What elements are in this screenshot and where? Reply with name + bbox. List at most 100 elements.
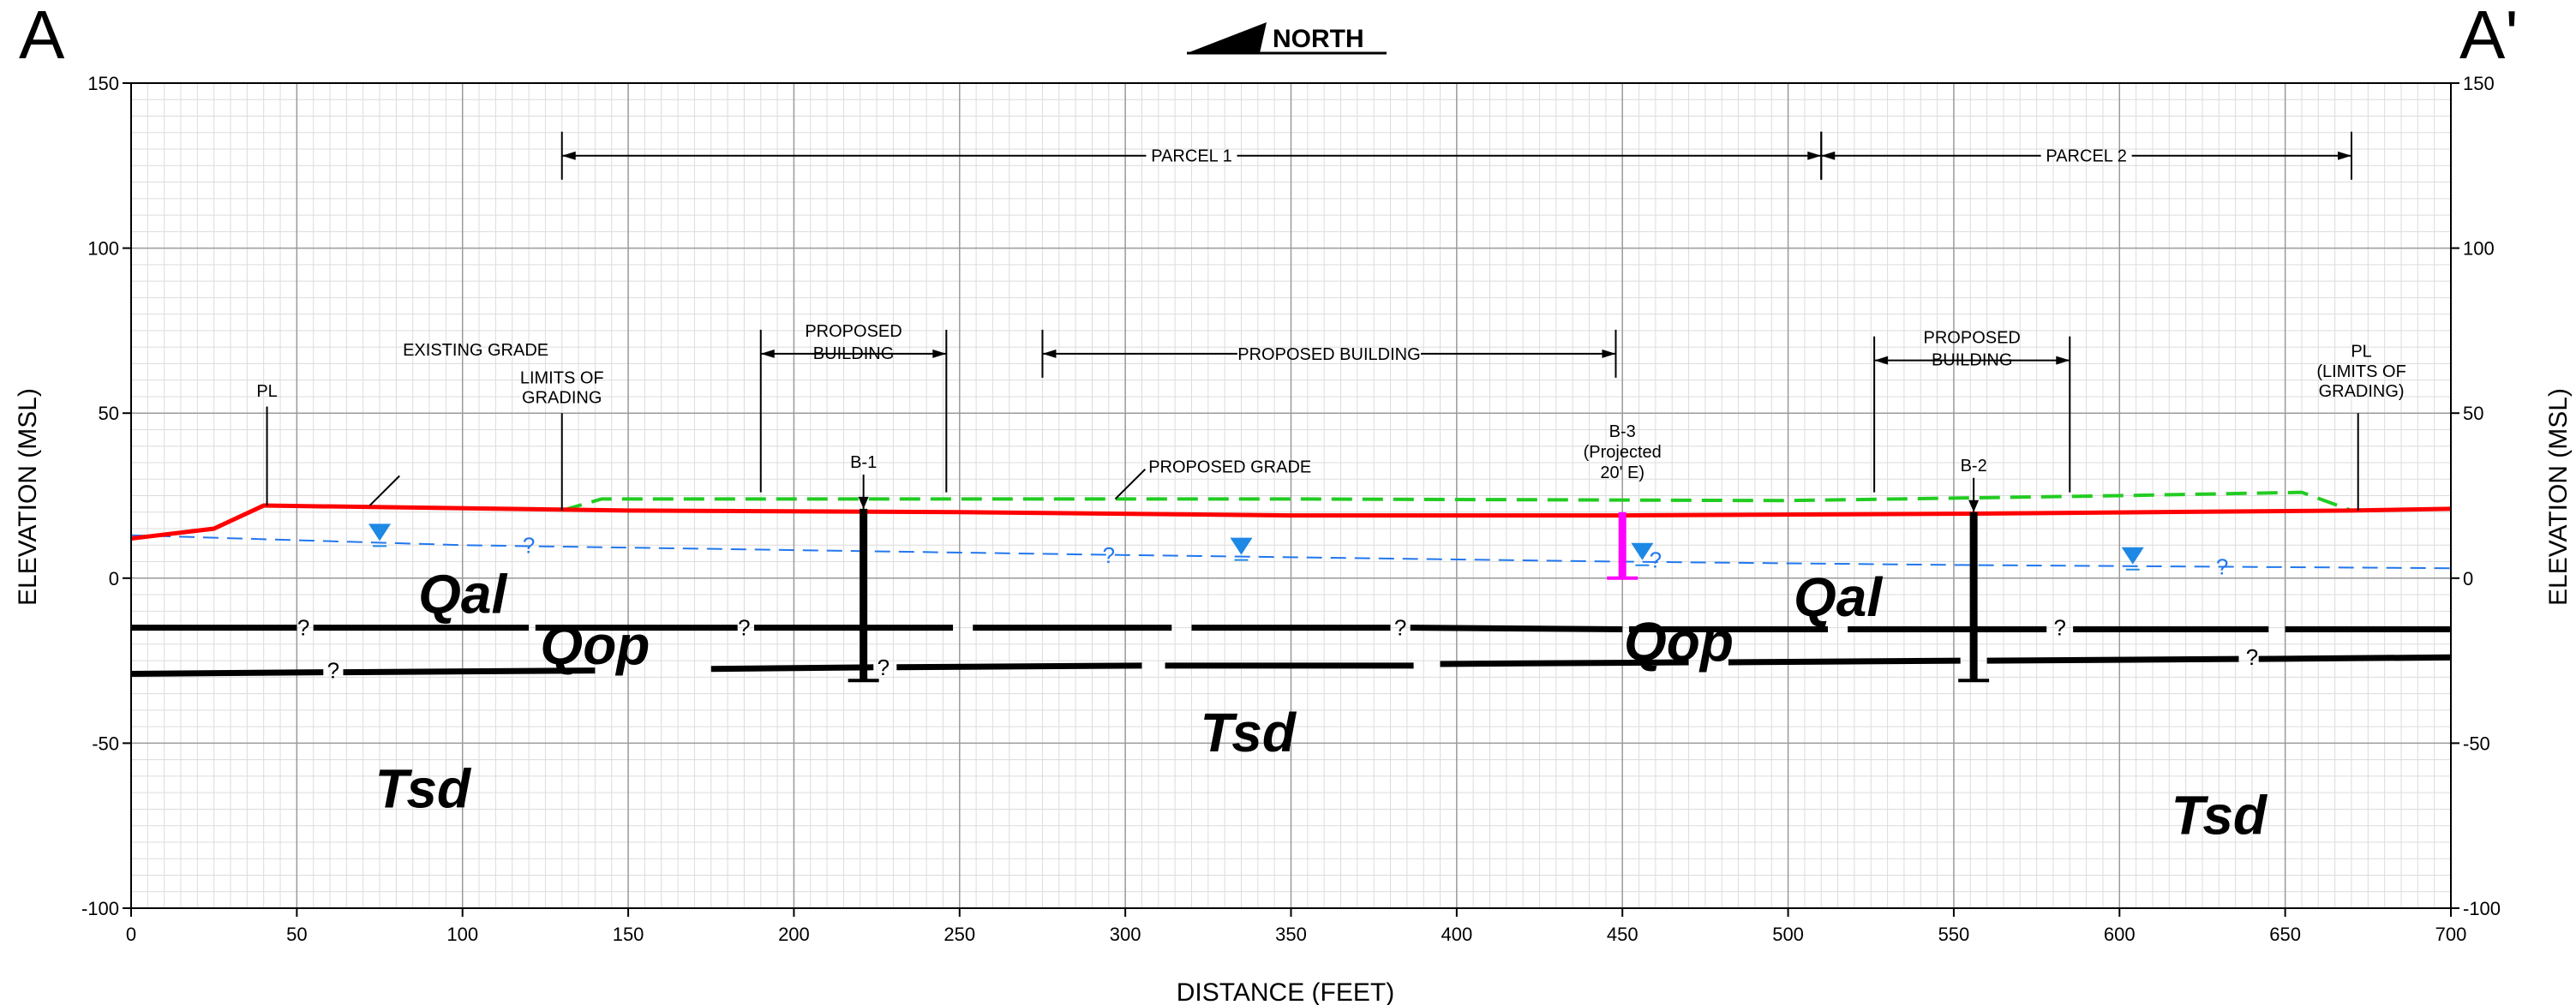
north-arrow: NORTH (1187, 22, 1387, 55)
dimension-arrow-right (1602, 349, 1616, 358)
boring-label: (Projected (1584, 443, 1662, 462)
section-end-label: A' (2459, 0, 2519, 73)
boring-arrow (1968, 500, 1980, 512)
axis-ticks: 0 50 100 150 200 250 300 350 400 450 500 550 600 650 7… (81, 73, 2501, 945)
water-level-icon (1631, 542, 1654, 560)
water-level-icon (368, 523, 392, 541)
y-tick-label-left: 0 (109, 568, 119, 589)
x-tick-label: 150 (613, 924, 644, 945)
x-tick-label: 600 (2104, 924, 2136, 945)
geologic-unit-label: Qal (1794, 566, 1883, 628)
y-tick-label-right: -50 (2463, 733, 2490, 754)
x-tick-label: 50 (286, 924, 307, 945)
dimension-label: BUILDING (813, 344, 894, 363)
x-tick-label: 0 (126, 924, 136, 945)
y-tick-label-left: -50 (92, 733, 119, 754)
proposed-grade-line (561, 490, 2352, 512)
geologic-unit-label: Qal (418, 563, 507, 625)
dimension-arrow-right (2056, 356, 2070, 365)
dimension-arrow-left (1042, 349, 1057, 358)
y-tick-label-left: -100 (81, 898, 119, 919)
profile-lines (130, 490, 2452, 571)
contact-lower-segment (896, 662, 1142, 671)
dimension-label: PARCEL 2 (2046, 147, 2126, 166)
x-tick-label: 650 (2269, 924, 2301, 945)
geologic-unit-label: Tsd (1201, 702, 1297, 763)
water-level-icon (2121, 547, 2144, 565)
contact-lower-segment (343, 667, 596, 676)
proposed-grade-leader (1114, 468, 1147, 500)
x-tick-label: 550 (1938, 924, 1970, 945)
contact-lower-segment (1440, 659, 1689, 667)
contact-upper-segment (1410, 625, 1623, 633)
dimension-label: PROPOSED BUILDING (1237, 345, 1420, 364)
y-axis-title-left: ELEVATION (MSL) (14, 388, 42, 606)
y-tick-label-left: 150 (87, 73, 119, 94)
existing-grade-label: EXISTING GRADE (403, 341, 548, 360)
groundwater-line (130, 534, 2452, 570)
contact-lower-segment (710, 664, 874, 673)
geologic-units: Qal Qal Qop Qop Tsd Tsd Tsd (375, 563, 2268, 846)
boring-label: 20' E) (1600, 464, 1644, 482)
geologic-contacts (130, 625, 2452, 678)
dimension-label: PARCEL 1 (1151, 147, 1231, 166)
uncertain-contact-mark: ? (738, 615, 750, 641)
plot-frame (130, 82, 2452, 909)
boring-label: B-2 (1961, 457, 1987, 476)
dimension-arrow-left (561, 151, 576, 160)
uncertain-contact-mark: ? (1650, 547, 1662, 573)
dimension-arrow-right (932, 349, 947, 358)
limits-label-right: GRADING) (2319, 382, 2405, 401)
uncertain-contact-mark: ? (1103, 542, 1115, 568)
dimension-arrow-right (1807, 151, 1822, 160)
proposed-grade-label: PROPOSED GRADE (1148, 458, 1311, 477)
dimension-label: BUILDING (1932, 351, 2012, 370)
x-tick-label: 500 (1772, 924, 1804, 945)
limits-label-left: LIMITS OF (520, 369, 604, 388)
uncertain-contact-mark: ? (2053, 615, 2065, 641)
x-tick-label: 450 (1607, 924, 1638, 945)
x-tick-label: 300 (1110, 924, 1141, 945)
geologic-unit-label: Qop (540, 614, 650, 676)
x-tick-label: 200 (778, 924, 810, 945)
dimension-label: PROPOSED (1924, 329, 2021, 348)
uncertain-contact-mark: ? (523, 532, 535, 558)
uncertain-contact-mark: ? (878, 655, 890, 680)
x-tick-label: 350 (1275, 924, 1307, 945)
limits-label-right: (LIMITS OF (2316, 362, 2405, 381)
contact-lower-segment (130, 669, 324, 678)
boring-label: B-3 (1609, 422, 1636, 441)
uncertain-contact-mark: ? (327, 658, 339, 684)
borings: B-1 B-2 B-3 (Projected 20' E) (848, 422, 1990, 683)
y-tick-label-right: 150 (2463, 73, 2495, 94)
contact-lower-segment (2258, 654, 2452, 662)
north-arrow-icon (1187, 22, 1267, 53)
x-tick-label: 250 (944, 924, 975, 945)
y-tick-label-right: 100 (2463, 238, 2495, 260)
uncertain-contact-mark: ? (1394, 615, 1406, 641)
uncertain-contact-mark: ? (297, 615, 309, 641)
limits-label-left: GRADING (522, 389, 602, 408)
boring-label: B-1 (850, 453, 877, 472)
y-tick-label-right: 0 (2463, 568, 2473, 589)
geologic-unit-label: Qop (1624, 611, 1734, 673)
boring-arrow (858, 496, 869, 509)
y-tick-label-right: -100 (2463, 898, 2501, 919)
dimension-arrow-left (760, 349, 775, 358)
x-tick-label: 700 (2435, 924, 2467, 945)
north-label: NORTH (1273, 25, 1364, 53)
section-start-label: A (19, 0, 65, 73)
uncertain-contact-mark: ? (2246, 644, 2258, 670)
dimension-arrow-left (1874, 356, 1889, 365)
contact-lower-segment (1986, 655, 2239, 664)
dimension-label: PROPOSED (805, 322, 902, 341)
uncertain-contact-mark: ? (2216, 553, 2228, 579)
geologic-unit-label: Tsd (375, 758, 472, 820)
x-tick-label: 400 (1441, 924, 1472, 945)
y-tick-label-left: 100 (87, 238, 119, 260)
property-line-label-left: PL (256, 382, 277, 401)
existing-grade-line (130, 503, 2452, 541)
property-line-label-right: PL (2351, 343, 2371, 362)
